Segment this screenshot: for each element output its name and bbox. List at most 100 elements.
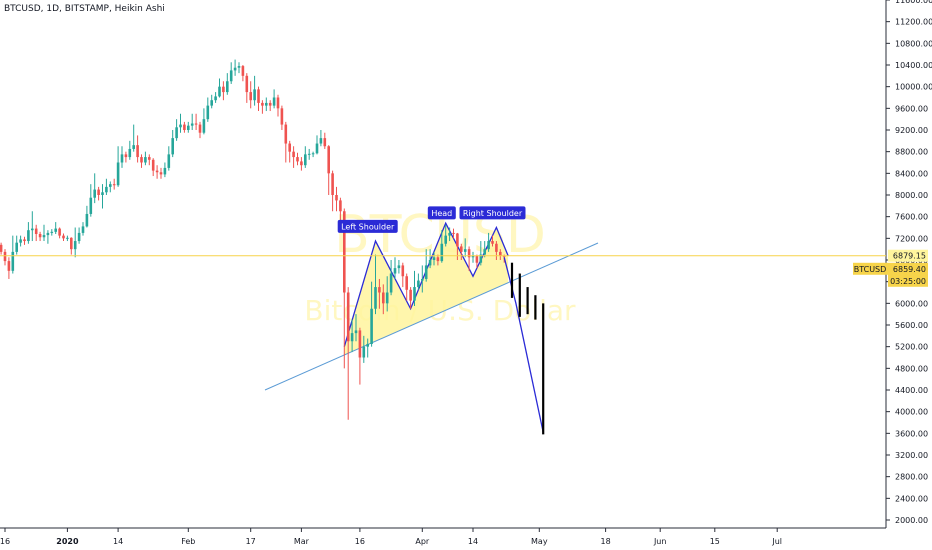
head-and-shoulders-pattern[interactable]: [264, 221, 599, 391]
candle[interactable]: [7, 257, 11, 279]
candle[interactable]: [300, 157, 303, 171]
candle[interactable]: [109, 181, 112, 193]
candle[interactable]: [62, 233, 65, 242]
candle[interactable]: [23, 236, 26, 245]
candle[interactable]: [124, 151, 128, 163]
candle[interactable]: [89, 184, 93, 217]
candle[interactable]: [280, 105, 284, 130]
candle[interactable]: [432, 251, 436, 266]
candle[interactable]: [385, 276, 389, 312]
pattern-label[interactable]: Head: [427, 206, 456, 220]
candle[interactable]: [226, 73, 229, 95]
candle[interactable]: [105, 178, 108, 195]
candle[interactable]: [405, 273, 408, 301]
candle[interactable]: [42, 224, 46, 242]
candle[interactable]: [265, 97, 268, 112]
candle[interactable]: [339, 197, 342, 223]
candle[interactable]: [11, 235, 15, 274]
candle[interactable]: [296, 152, 299, 166]
candle[interactable]: [315, 135, 319, 155]
candle[interactable]: [97, 186, 100, 201]
candle[interactable]: [483, 241, 486, 258]
candle[interactable]: [163, 162, 167, 178]
candle[interactable]: [128, 140, 132, 160]
candle[interactable]: [140, 154, 143, 168]
candle[interactable]: [487, 232, 490, 252]
candle[interactable]: [362, 335, 366, 363]
candle[interactable]: [218, 78, 221, 98]
candle[interactable]: [101, 184, 104, 209]
candle[interactable]: [370, 281, 373, 347]
candle[interactable]: [417, 273, 420, 290]
candle[interactable]: [222, 81, 225, 101]
candle[interactable]: [245, 73, 249, 103]
projection-path[interactable]: [503, 257, 544, 433]
pattern-label[interactable]: Right Shoulder: [459, 206, 526, 220]
candle[interactable]: [276, 94, 280, 117]
candle[interactable]: [198, 121, 202, 139]
candle[interactable]: [233, 59, 237, 76]
candle[interactable]: [175, 119, 178, 141]
candle[interactable]: [15, 235, 18, 255]
candle[interactable]: [116, 146, 120, 187]
candle[interactable]: [354, 314, 358, 342]
candle[interactable]: [374, 254, 377, 315]
candle[interactable]: [335, 186, 338, 212]
pattern-label[interactable]: Left Shoulder: [337, 219, 398, 233]
time-axis-labels[interactable]: 16 2020 14 Feb 17 Mar 16 Apr 14 May 18 Jun 15 Jul: [0, 528, 782, 546]
candle[interactable]: [202, 108, 206, 135]
candle[interactable]: [358, 327, 362, 385]
candle[interactable]: [120, 146, 124, 168]
candle[interactable]: [292, 146, 295, 168]
candles[interactable]: [0, 59, 506, 420]
candle[interactable]: [77, 227, 81, 244]
candle[interactable]: [463, 238, 467, 258]
candle[interactable]: [167, 146, 171, 171]
candle[interactable]: [155, 165, 159, 179]
candle[interactable]: [288, 140, 291, 163]
candle[interactable]: [144, 151, 147, 166]
projection-bars[interactable]: [503, 257, 545, 435]
candle[interactable]: [132, 124, 135, 152]
candle[interactable]: [409, 287, 412, 309]
candle[interactable]: [378, 278, 381, 309]
candle[interactable]: [93, 173, 96, 204]
candle[interactable]: [190, 113, 194, 130]
candle[interactable]: [304, 146, 307, 168]
candle[interactable]: [261, 100, 264, 114]
candle[interactable]: [183, 121, 186, 133]
candle[interactable]: [343, 208, 346, 369]
candle[interactable]: [323, 132, 327, 149]
candle[interactable]: [346, 287, 350, 420]
candle[interactable]: [389, 260, 393, 296]
candle[interactable]: [284, 121, 288, 163]
candle[interactable]: [452, 228, 455, 239]
candle[interactable]: [58, 227, 61, 239]
candle[interactable]: [3, 249, 7, 266]
candle[interactable]: [249, 81, 252, 109]
candle[interactable]: [206, 97, 210, 122]
candle[interactable]: [491, 235, 494, 247]
candle[interactable]: [210, 94, 213, 109]
neckline[interactable]: [264, 242, 599, 391]
candle[interactable]: [46, 230, 50, 244]
candle[interactable]: [54, 222, 57, 234]
candle[interactable]: [366, 338, 369, 358]
candle[interactable]: [413, 270, 416, 307]
candle[interactable]: [421, 265, 424, 293]
candle[interactable]: [499, 249, 502, 260]
candle[interactable]: [253, 75, 256, 106]
candle[interactable]: [327, 145, 330, 195]
candle[interactable]: [159, 167, 163, 179]
candle[interactable]: [241, 65, 245, 82]
candle[interactable]: [19, 235, 22, 247]
candle[interactable]: [424, 249, 428, 282]
candle[interactable]: [382, 284, 385, 315]
candle[interactable]: [148, 154, 151, 166]
candle[interactable]: [0, 242, 3, 255]
candle[interactable]: [440, 230, 444, 263]
candle[interactable]: [81, 222, 85, 236]
candle[interactable]: [471, 251, 475, 263]
candle[interactable]: [401, 262, 405, 288]
candle[interactable]: [66, 235, 69, 242]
